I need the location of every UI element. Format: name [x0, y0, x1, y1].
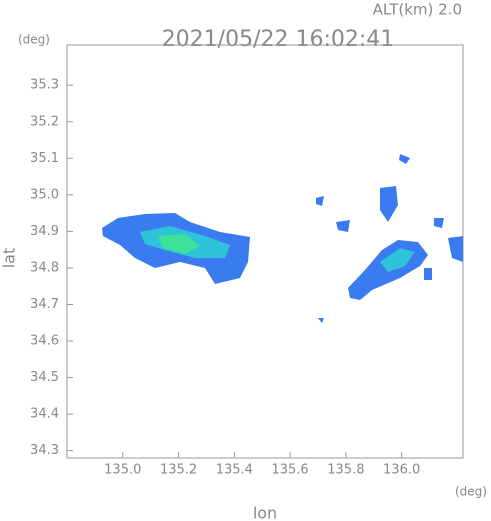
- echo: [316, 196, 324, 206]
- y-tick-label: 35.3: [30, 78, 59, 93]
- echo: [158, 234, 200, 254]
- x-tick-label: 135.0: [104, 463, 141, 478]
- y-unit: (deg): [18, 33, 50, 47]
- x-axis-label: lon: [253, 504, 277, 521]
- y-tick-label: 34.5: [30, 370, 59, 385]
- x-tick-label: 135.6: [271, 463, 308, 478]
- y-tick-label: 34.6: [30, 334, 59, 349]
- y-tick-label: 34.8: [30, 260, 59, 275]
- x-tick-label: 135.2: [160, 463, 197, 478]
- y-tick-label: 34.3: [30, 443, 59, 458]
- radar-echoes: [102, 154, 463, 323]
- y-tick-label: 35.1: [30, 151, 59, 166]
- x-tick-label: 135.8: [327, 463, 364, 478]
- y-tick-label: 34.7: [30, 297, 59, 312]
- echo: [318, 318, 324, 323]
- echo: [380, 186, 398, 222]
- y-tick-label: 35.0: [30, 187, 59, 202]
- chart-title: 2021/05/22 16:02:41: [162, 27, 395, 52]
- altitude-label: ALT(km) 2.0: [373, 1, 462, 19]
- echo: [448, 236, 463, 262]
- x-tick-label: 135.4: [216, 463, 253, 478]
- y-tick-label: 34.4: [30, 407, 59, 422]
- x-tick-label: 136.0: [383, 463, 420, 478]
- echo: [434, 218, 444, 228]
- echo: [424, 268, 432, 280]
- echo: [399, 154, 410, 164]
- echo: [380, 248, 415, 272]
- x-unit: (deg): [455, 485, 487, 499]
- y-axis-label: lat: [0, 248, 19, 269]
- y-tick-label: 34.9: [30, 224, 59, 239]
- y-tick-label: 35.2: [30, 114, 59, 129]
- echo: [336, 220, 350, 232]
